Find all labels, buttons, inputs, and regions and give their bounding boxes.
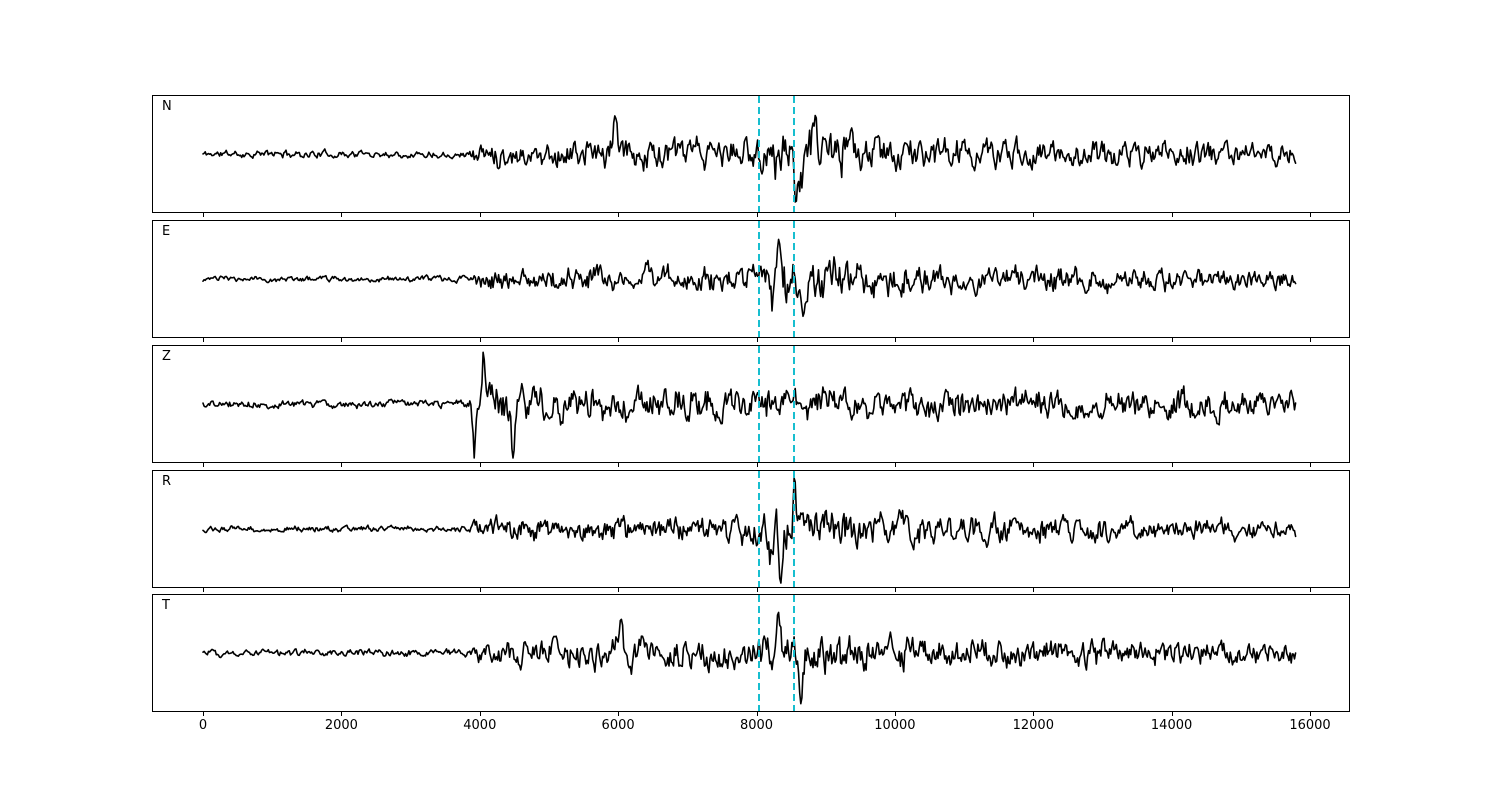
channel-label-E: E [162, 224, 171, 239]
x-tick [1033, 213, 1035, 217]
x-tick [894, 338, 896, 342]
x-tick-label: 12000 [1012, 718, 1054, 733]
x-tick-label: 6000 [601, 718, 635, 733]
x-tick [203, 213, 204, 217]
x-tick [618, 213, 620, 217]
x-tick [756, 338, 758, 342]
x-tick [1310, 338, 1311, 342]
x-tick [894, 463, 896, 467]
x-tick [341, 712, 343, 716]
x-tick [203, 588, 204, 592]
x-tick [618, 712, 620, 716]
panel-E: E [152, 220, 1350, 338]
pick-line-2 [792, 96, 795, 212]
x-tick [894, 712, 896, 716]
channel-label-N: N [162, 99, 172, 114]
x-tick [618, 463, 620, 467]
x-tick [203, 338, 204, 342]
x-tick [1033, 712, 1035, 716]
panel-plot-area: T [153, 595, 1349, 711]
pick-line-2 [792, 595, 795, 711]
x-tick [756, 588, 758, 592]
x-tick [1171, 338, 1173, 342]
x-tick [1033, 338, 1035, 342]
x-tick-label: 14000 [1150, 718, 1193, 733]
x-tick [1310, 588, 1311, 592]
panel-plot-area: N [153, 96, 1349, 212]
pick-line-2 [792, 221, 795, 337]
x-tick [203, 712, 204, 716]
x-tick [618, 588, 620, 592]
x-tick [479, 213, 481, 217]
x-tick [1171, 213, 1173, 217]
panel-plot-area: R [153, 471, 1349, 587]
x-tick [1310, 463, 1311, 467]
x-tick-label: 2000 [324, 718, 358, 733]
x-tick-label: 4000 [463, 718, 497, 733]
x-tick [341, 463, 343, 467]
waveform-E [202, 238, 1297, 318]
x-tick [756, 213, 758, 217]
x-tick [618, 338, 620, 342]
x-tick [479, 463, 481, 467]
x-tick-label: 16000 [1289, 718, 1331, 733]
waveform-R [202, 477, 1297, 584]
x-tick [1310, 213, 1311, 217]
channel-label-R: R [162, 474, 172, 489]
x-tick [479, 588, 481, 592]
panel-R: R [152, 470, 1350, 588]
x-tick [203, 463, 204, 467]
x-tick-label: 0 [198, 718, 208, 733]
panel-Z: Z [152, 345, 1350, 463]
x-tick [1171, 712, 1173, 716]
pick-line-1 [758, 221, 760, 337]
pick-line-1 [758, 346, 760, 462]
x-tick [479, 338, 481, 342]
panel-N: N [152, 95, 1350, 213]
panel-plot-area: E [153, 221, 1349, 337]
panel-plot-area: Z [153, 346, 1349, 462]
x-tick [756, 712, 758, 716]
x-tick-label: 8000 [739, 718, 774, 733]
waveform-N [202, 114, 1297, 203]
panel-T: T [152, 594, 1350, 712]
waveform-Z [202, 351, 1297, 459]
x-tick [1171, 463, 1173, 467]
channel-label-Z: Z [162, 349, 171, 364]
x-tick [756, 463, 758, 467]
pick-line-2 [792, 346, 795, 462]
pick-line-1 [758, 471, 760, 587]
pick-line-1 [758, 595, 760, 711]
pick-line-1 [758, 96, 760, 212]
x-tick [894, 213, 896, 217]
waveform-T [202, 611, 1297, 705]
x-tick [341, 213, 343, 217]
x-tick [1033, 588, 1035, 592]
channel-label-T: T [162, 598, 170, 613]
pick-line-2 [792, 471, 795, 587]
x-tick [894, 588, 896, 592]
x-tick [341, 338, 343, 342]
x-tick [1033, 463, 1035, 467]
x-tick-label: 10000 [874, 718, 916, 733]
x-tick [479, 712, 481, 716]
x-tick [1171, 588, 1173, 592]
x-tick [341, 588, 343, 592]
x-tick [1310, 712, 1311, 716]
